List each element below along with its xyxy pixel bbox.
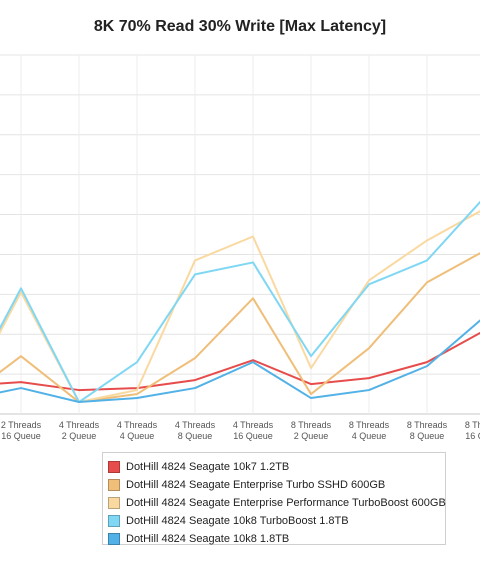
- series-lines: [0, 200, 480, 404]
- legend-swatch: [108, 515, 120, 527]
- series-line-5: [0, 319, 480, 404]
- legend-swatch: [108, 461, 120, 473]
- legend-label: DotHill 4824 Seagate 10k8 1.8TB: [126, 533, 290, 545]
- legend-item[interactable]: DotHill 4824 Seagate 10k8 1.8TB: [108, 530, 445, 548]
- legend-item[interactable]: DotHill 4824 Seagate Enterprise Turbo SS…: [108, 476, 445, 494]
- legend-item[interactable]: DotHill 4824 Seagate Enterprise Performa…: [108, 494, 446, 512]
- legend-swatch: [108, 497, 120, 509]
- legend-label: DotHill 4824 Seagate 10k8 TurboBoost 1.8…: [126, 515, 349, 527]
- legend-item[interactable]: DotHill 4824 Seagate 10k8 TurboBoost 1.8…: [108, 512, 445, 530]
- x-tick-label: 4 Threads 2 Queue: [59, 420, 100, 441]
- legend-label: DotHill 4824 Seagate 10k7 1.2TB: [126, 461, 290, 473]
- legend-label: DotHill 4824 Seagate Enterprise Performa…: [126, 497, 446, 509]
- series-line-1: [0, 331, 480, 392]
- legend-label: DotHill 4824 Seagate Enterprise Turbo SS…: [126, 479, 386, 491]
- x-tick-label: 2 Threads 16 Queue: [1, 420, 42, 441]
- x-tick-label: 4 Threads 8 Queue: [175, 420, 216, 441]
- legend-swatch: [108, 479, 120, 491]
- grid: [0, 54, 480, 415]
- legend-swatch: [108, 533, 120, 545]
- x-tick-label: 8 Threads 8 Queue: [407, 420, 448, 441]
- x-tick-label: 4 Threads 4 Queue: [117, 420, 158, 441]
- series-line-2: [0, 252, 480, 404]
- x-tick-label: 4 Threads 16 Queue: [233, 420, 274, 441]
- x-tick-label: 8 Threads 2 Queue: [291, 420, 332, 441]
- chart-title: 8K 70% Read 30% Write [Max Latency]: [93, 18, 387, 35]
- legend-item[interactable]: DotHill 4824 Seagate 10k7 1.2TB: [108, 458, 445, 476]
- series-line-4: [0, 200, 480, 404]
- x-tick-label: 8 Threads 4 Queue: [349, 420, 390, 441]
- legend: DotHill 4824 Seagate 10k7 1.2TB DotHill 4…: [102, 452, 446, 545]
